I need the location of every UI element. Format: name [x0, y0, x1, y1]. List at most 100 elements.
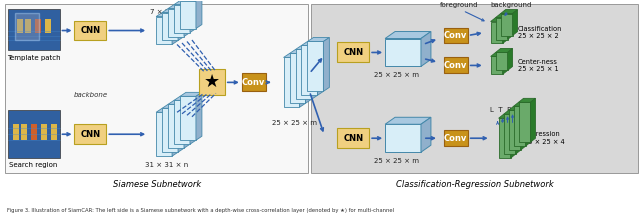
Text: Conv: Conv	[444, 31, 467, 40]
Polygon shape	[168, 5, 190, 9]
Polygon shape	[495, 53, 508, 70]
Polygon shape	[385, 117, 431, 124]
Polygon shape	[162, 9, 184, 13]
Polygon shape	[162, 104, 184, 108]
Text: CNN: CNN	[81, 130, 100, 139]
Polygon shape	[184, 100, 190, 148]
Polygon shape	[323, 38, 330, 91]
Polygon shape	[491, 53, 508, 56]
Polygon shape	[174, 1, 196, 5]
FancyBboxPatch shape	[8, 110, 60, 158]
Polygon shape	[504, 114, 516, 154]
Text: Template patch: Template patch	[7, 56, 60, 61]
Polygon shape	[296, 46, 317, 49]
Polygon shape	[172, 13, 178, 44]
Text: Classification-Regression Subnetwork: Classification-Regression Subnetwork	[396, 180, 554, 189]
FancyBboxPatch shape	[31, 124, 36, 140]
Text: Conv: Conv	[444, 61, 467, 70]
Polygon shape	[190, 96, 196, 144]
Polygon shape	[385, 124, 421, 152]
Polygon shape	[421, 31, 431, 66]
Polygon shape	[174, 100, 190, 144]
Text: Conv: Conv	[242, 78, 266, 87]
Polygon shape	[162, 108, 178, 152]
FancyBboxPatch shape	[17, 19, 22, 33]
FancyBboxPatch shape	[4, 4, 308, 173]
Text: Center-ness
25 × 25 × 1: Center-ness 25 × 25 × 1	[518, 59, 558, 72]
Text: 25 × 25 × m: 25 × 25 × m	[272, 120, 317, 126]
Polygon shape	[300, 53, 305, 107]
Text: CNN: CNN	[343, 48, 364, 57]
Polygon shape	[156, 108, 178, 112]
Polygon shape	[500, 10, 518, 14]
Polygon shape	[518, 102, 531, 142]
Polygon shape	[296, 49, 312, 99]
FancyBboxPatch shape	[199, 69, 225, 95]
Polygon shape	[168, 104, 184, 148]
Text: Search region: Search region	[10, 162, 58, 168]
Polygon shape	[301, 46, 317, 95]
Polygon shape	[499, 118, 511, 158]
FancyBboxPatch shape	[51, 124, 56, 140]
Text: Regression
25 × 25 × 4: Regression 25 × 25 × 4	[524, 132, 564, 145]
Text: Siamese Subnetwork: Siamese Subnetwork	[113, 180, 201, 189]
Polygon shape	[509, 106, 525, 110]
Polygon shape	[184, 5, 190, 36]
Text: 25 × 25 × m: 25 × 25 × m	[374, 72, 419, 78]
Polygon shape	[500, 14, 513, 36]
Polygon shape	[174, 5, 190, 33]
Polygon shape	[289, 53, 305, 103]
Text: background: background	[490, 2, 531, 8]
FancyBboxPatch shape	[242, 73, 266, 91]
Polygon shape	[307, 41, 323, 91]
Polygon shape	[162, 13, 178, 41]
FancyBboxPatch shape	[444, 28, 468, 43]
Text: Classification
25 × 25 × 2: Classification 25 × 25 × 2	[518, 26, 562, 39]
Polygon shape	[307, 38, 330, 41]
Polygon shape	[178, 104, 184, 152]
FancyBboxPatch shape	[13, 124, 19, 140]
Polygon shape	[196, 92, 202, 140]
FancyBboxPatch shape	[45, 19, 51, 33]
FancyBboxPatch shape	[40, 124, 47, 140]
Polygon shape	[168, 9, 184, 36]
FancyBboxPatch shape	[337, 43, 369, 62]
Polygon shape	[312, 46, 317, 99]
Polygon shape	[491, 21, 502, 43]
Polygon shape	[495, 14, 513, 18]
Polygon shape	[172, 108, 178, 156]
FancyBboxPatch shape	[312, 4, 638, 173]
Polygon shape	[513, 10, 518, 36]
Polygon shape	[509, 110, 520, 150]
Text: Conv: Conv	[444, 134, 467, 143]
Text: backbone: backbone	[74, 92, 108, 98]
Polygon shape	[508, 14, 513, 39]
Polygon shape	[513, 106, 525, 146]
Polygon shape	[317, 41, 323, 95]
Polygon shape	[513, 102, 531, 106]
Text: 31 × 31 × n: 31 × 31 × n	[145, 162, 189, 168]
Polygon shape	[190, 1, 196, 33]
FancyBboxPatch shape	[74, 124, 106, 144]
Polygon shape	[520, 106, 525, 150]
Polygon shape	[180, 1, 196, 28]
Text: 25 × 25 × m: 25 × 25 × m	[374, 158, 419, 164]
Text: 7 × 7 × n: 7 × 7 × n	[150, 9, 184, 15]
Text: foreground: foreground	[440, 2, 478, 8]
FancyBboxPatch shape	[35, 19, 40, 33]
Polygon shape	[518, 98, 536, 102]
Polygon shape	[385, 38, 421, 66]
FancyBboxPatch shape	[25, 19, 31, 33]
Polygon shape	[516, 110, 520, 154]
Polygon shape	[301, 41, 323, 46]
Text: CNN: CNN	[343, 134, 364, 143]
Polygon shape	[495, 48, 513, 53]
Polygon shape	[180, 92, 202, 96]
Polygon shape	[168, 100, 190, 104]
Polygon shape	[502, 53, 508, 74]
Polygon shape	[196, 0, 202, 28]
FancyBboxPatch shape	[8, 9, 60, 51]
FancyBboxPatch shape	[444, 130, 468, 146]
FancyBboxPatch shape	[20, 124, 27, 140]
Polygon shape	[156, 13, 178, 16]
